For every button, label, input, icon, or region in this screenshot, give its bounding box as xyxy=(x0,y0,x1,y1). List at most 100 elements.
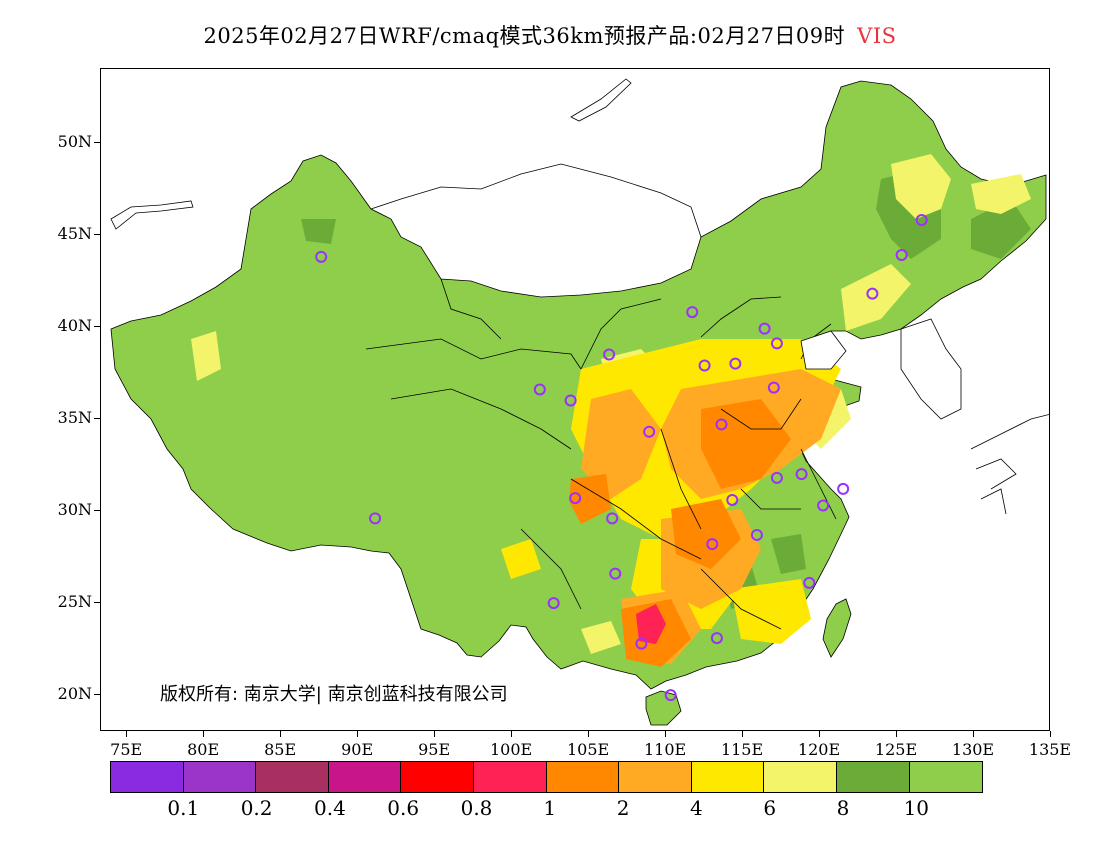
colorbar-swatch xyxy=(546,762,620,792)
station-marker-nanjing xyxy=(795,468,808,481)
colorbar-label: 10 xyxy=(903,796,930,820)
station-marker-jinan xyxy=(767,381,780,394)
colorbar-label: 0.4 xyxy=(313,796,346,820)
colorbar-label: 8 xyxy=(836,796,850,820)
lat-tick-label: 30N xyxy=(57,500,92,519)
japan-coast xyxy=(970,414,1049,515)
colorbar-swatch xyxy=(909,762,983,792)
station-marker-wuhan xyxy=(726,493,739,506)
lat-tick xyxy=(94,325,100,327)
station-marker-beijing xyxy=(758,322,771,335)
lon-tick-label: 115E xyxy=(720,740,764,759)
mongolia-border xyxy=(370,163,702,238)
map-frame xyxy=(100,68,1050,731)
lat-tick-label: 35N xyxy=(57,407,92,427)
lon-tick-label: 95E xyxy=(418,740,451,759)
station-marker-nanning xyxy=(635,637,648,650)
station-markers xyxy=(315,214,928,702)
lon-tick xyxy=(126,731,128,737)
station-marker-haikou xyxy=(664,689,677,702)
lat-tick xyxy=(94,141,100,143)
lon-tick xyxy=(511,731,513,737)
colorbar-swatch xyxy=(183,762,257,792)
map-title: 2025年02月27日WRF/cmaq模式36km预报产品:02月27日09时 V… xyxy=(0,20,1100,50)
station-marker-chongqing xyxy=(606,512,619,525)
lat-tick xyxy=(94,602,100,604)
station-marker-xian xyxy=(643,425,656,438)
station-marker-zhengzhou xyxy=(715,418,728,431)
lon-tick-label: 120E xyxy=(797,740,841,759)
colorbar-label: 6 xyxy=(763,796,777,820)
colorbar-label: 0.1 xyxy=(167,796,200,820)
colorbar-label: 0.8 xyxy=(460,796,493,820)
colorbar-swatch xyxy=(764,762,837,792)
korea-coast xyxy=(900,318,962,420)
colorbar-swatch xyxy=(401,762,474,792)
station-marker-kunming xyxy=(547,597,560,610)
station-marker-shanghai xyxy=(837,482,850,495)
colorbar xyxy=(110,761,984,793)
lon-tick xyxy=(588,731,590,737)
station-marker-urumqi xyxy=(315,250,328,263)
lon-tick xyxy=(742,731,744,737)
colorbar-label: 1 xyxy=(543,796,557,820)
colorbar-swatch xyxy=(111,762,184,792)
lon-tick xyxy=(434,731,436,737)
lon-tick xyxy=(280,731,282,737)
lat-tick-label: 25N xyxy=(57,592,92,612)
station-marker-shenyang xyxy=(866,287,879,300)
station-marker-yinchuan xyxy=(603,348,616,361)
station-marker-xining xyxy=(533,383,546,396)
station-marker-hangzhou xyxy=(817,499,830,512)
taiwan-island xyxy=(822,598,852,658)
station-marker-hohhot xyxy=(686,306,699,319)
colorbar-swatch xyxy=(256,762,329,792)
colorbar-label: 2 xyxy=(616,796,630,820)
lat-tick xyxy=(94,417,100,419)
station-marker-lanzhou xyxy=(564,394,577,407)
lake-balkhash xyxy=(110,200,194,230)
lon-tick-label: 110E xyxy=(643,740,687,759)
colorbar-swatch xyxy=(619,762,692,792)
station-marker-taiyuan xyxy=(698,359,711,372)
lat-tick xyxy=(94,694,100,696)
lon-tick xyxy=(973,731,974,737)
lat-tick-label: 40N xyxy=(57,315,92,335)
station-marker-guangzhou xyxy=(710,632,723,645)
lon-tick xyxy=(203,731,205,737)
station-marker-hefei xyxy=(770,471,783,484)
lon-tick-label: 100E xyxy=(489,740,533,759)
station-marker-tianjin xyxy=(770,337,783,350)
lon-tick xyxy=(819,731,821,737)
title-text: 2025年02月27日WRF/cmaq模式36km预报产品:02月27日09时 xyxy=(203,24,846,48)
lon-tick xyxy=(896,731,898,737)
colorbar-swatch xyxy=(691,762,765,792)
lon-tick-label: 85E xyxy=(264,740,297,759)
station-marker-fuzhou xyxy=(803,576,816,589)
lat-tick xyxy=(94,510,100,511)
lon-tick-label: 80E xyxy=(187,740,220,759)
station-marker-guiyang xyxy=(609,567,622,580)
red-hotspot xyxy=(636,604,666,644)
station-marker-changsha xyxy=(706,538,719,551)
lon-tick-label: 90E xyxy=(341,740,374,759)
colorbar-swatch xyxy=(836,762,910,792)
colorbar-label: 0.2 xyxy=(240,796,273,820)
station-marker-lhasa xyxy=(369,512,382,525)
lon-tick-label: 130E xyxy=(951,740,995,759)
colorbar-swatch xyxy=(473,762,547,792)
lon-tick-label: 125E xyxy=(874,740,918,759)
station-marker-harbin xyxy=(915,214,928,227)
map-canvas xyxy=(110,78,1049,726)
station-marker-nanchang xyxy=(750,528,763,541)
colorbar-label: 4 xyxy=(690,796,703,820)
copyright-text: 版权所有: 南京大学| 南京创蓝科技有限公司 xyxy=(160,684,508,705)
lon-tick-label: 135E xyxy=(1028,740,1072,759)
lon-tick xyxy=(1050,731,1051,737)
province-borders xyxy=(365,278,837,630)
variable-label: VIS xyxy=(857,24,897,48)
lat-tick-label: 50N xyxy=(57,131,92,151)
colorbar-swatch xyxy=(328,762,402,792)
lat-tick-label: 45N xyxy=(57,223,92,243)
bohai-sea xyxy=(800,330,847,370)
